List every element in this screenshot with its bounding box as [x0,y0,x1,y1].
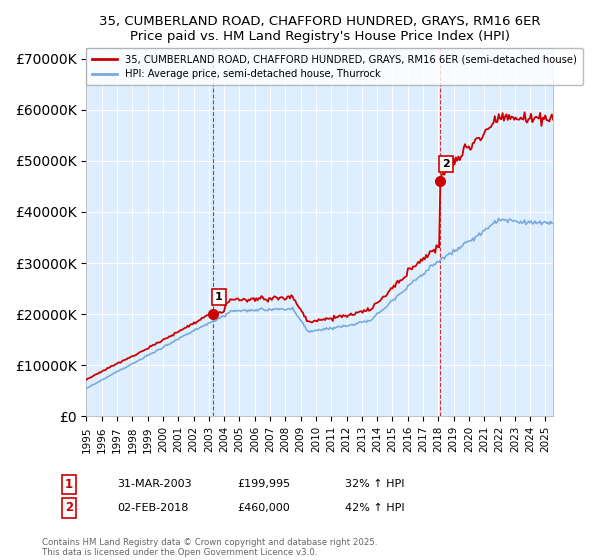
Text: 2: 2 [442,159,450,169]
Text: 31-MAR-2003: 31-MAR-2003 [117,479,191,489]
Text: £199,995: £199,995 [237,479,290,489]
Title: 35, CUMBERLAND ROAD, CHAFFORD HUNDRED, GRAYS, RM16 6ER
Price paid vs. HM Land Re: 35, CUMBERLAND ROAD, CHAFFORD HUNDRED, G… [99,15,541,43]
Text: 42% ↑ HPI: 42% ↑ HPI [345,503,404,513]
Text: 1: 1 [215,292,223,302]
Text: £460,000: £460,000 [237,503,290,513]
Text: Contains HM Land Registry data © Crown copyright and database right 2025.
This d: Contains HM Land Registry data © Crown c… [42,538,377,557]
Text: 32% ↑ HPI: 32% ↑ HPI [345,479,404,489]
Text: 2: 2 [65,501,73,515]
Text: 1: 1 [65,478,73,491]
Text: 02-FEB-2018: 02-FEB-2018 [117,503,188,513]
Legend: 35, CUMBERLAND ROAD, CHAFFORD HUNDRED, GRAYS, RM16 6ER (semi-detached house), HP: 35, CUMBERLAND ROAD, CHAFFORD HUNDRED, G… [86,48,583,85]
